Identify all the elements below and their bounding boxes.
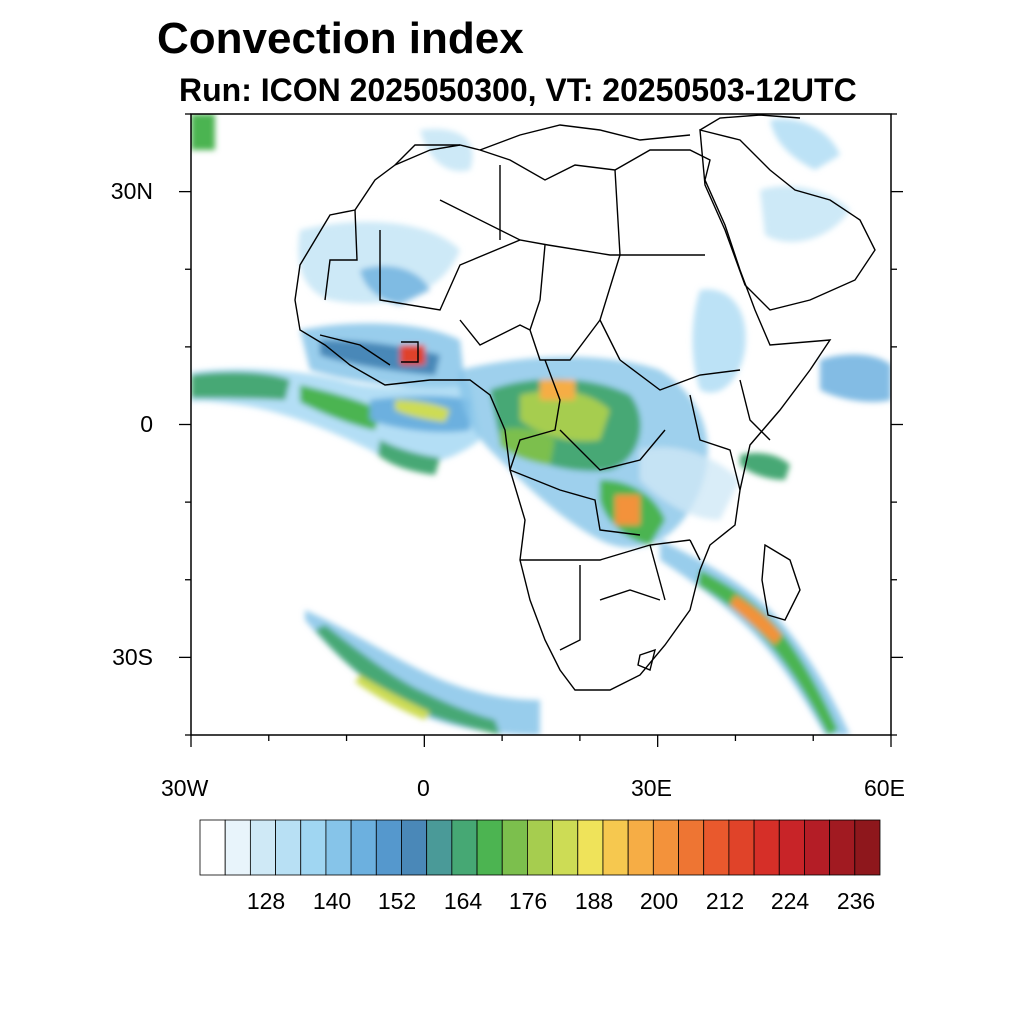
x-tick-label-60e: 60E (864, 775, 905, 801)
colorbar-swatch (300, 819, 327, 876)
convection-field (191, 114, 891, 735)
colorbar-label-140: 140 (312, 888, 352, 914)
colorbar-swatch (778, 819, 805, 876)
colorbar-label-200: 200 (639, 888, 679, 914)
colorbar-swatch (678, 819, 705, 876)
colorbar-label-188: 188 (574, 888, 614, 914)
colorbar-swatch (501, 819, 528, 876)
x-tick-label-30e: 30E (631, 775, 672, 801)
colorbar-swatch (325, 819, 352, 876)
colorbar-swatch (854, 819, 881, 876)
coastlines-borders (294, 114, 876, 691)
colorbar-swatch (350, 819, 377, 876)
colorbar-label-152: 152 (377, 888, 417, 914)
colorbar-swatch (451, 819, 478, 876)
colorbar-swatch (602, 819, 629, 876)
colorbar-swatch (703, 819, 730, 876)
colorbar-swatch (249, 819, 276, 876)
colorbar-swatch (728, 819, 755, 876)
colorbar-swatch (199, 819, 226, 876)
colorbar (199, 819, 881, 876)
colorbar-swatch (652, 819, 679, 876)
colorbar-swatch (527, 819, 553, 876)
y-tick-label-30n: 30N (110, 178, 153, 204)
colorbar-label-176: 176 (508, 888, 548, 914)
axis-ticks (179, 113, 903, 747)
chart-title: Convection index (157, 14, 524, 63)
chart-subtitle: Run: ICON 2025050300, VT: 20250503-12UTC (179, 72, 857, 108)
colorbar-label-224: 224 (770, 888, 810, 914)
y-tick-label-0: 0 (140, 411, 153, 437)
colorbar-swatch (401, 819, 428, 876)
x-tick-label-30w: 30W (161, 775, 209, 801)
y-tick-label-30s: 30S (112, 644, 153, 670)
colorbar-swatch (753, 819, 780, 876)
colorbar-swatch (804, 819, 831, 876)
colorbar-label-212: 212 (705, 888, 745, 914)
colorbar-label-236: 236 (836, 888, 876, 914)
colorbar-swatch (577, 819, 604, 876)
colorbar-swatch (476, 819, 503, 876)
x-tick-label-0: 0 (417, 775, 430, 801)
colorbar-swatch (552, 819, 579, 876)
colorbar-swatch (224, 819, 251, 876)
colorbar-label-128: 128 (246, 888, 286, 914)
colorbar-swatch (829, 819, 856, 876)
colorbar-swatch (627, 819, 654, 876)
colorbar-swatch (375, 819, 402, 876)
colorbar-label-164: 164 (443, 888, 483, 914)
colorbar-swatch (426, 819, 453, 876)
colorbar-swatch (275, 819, 302, 876)
